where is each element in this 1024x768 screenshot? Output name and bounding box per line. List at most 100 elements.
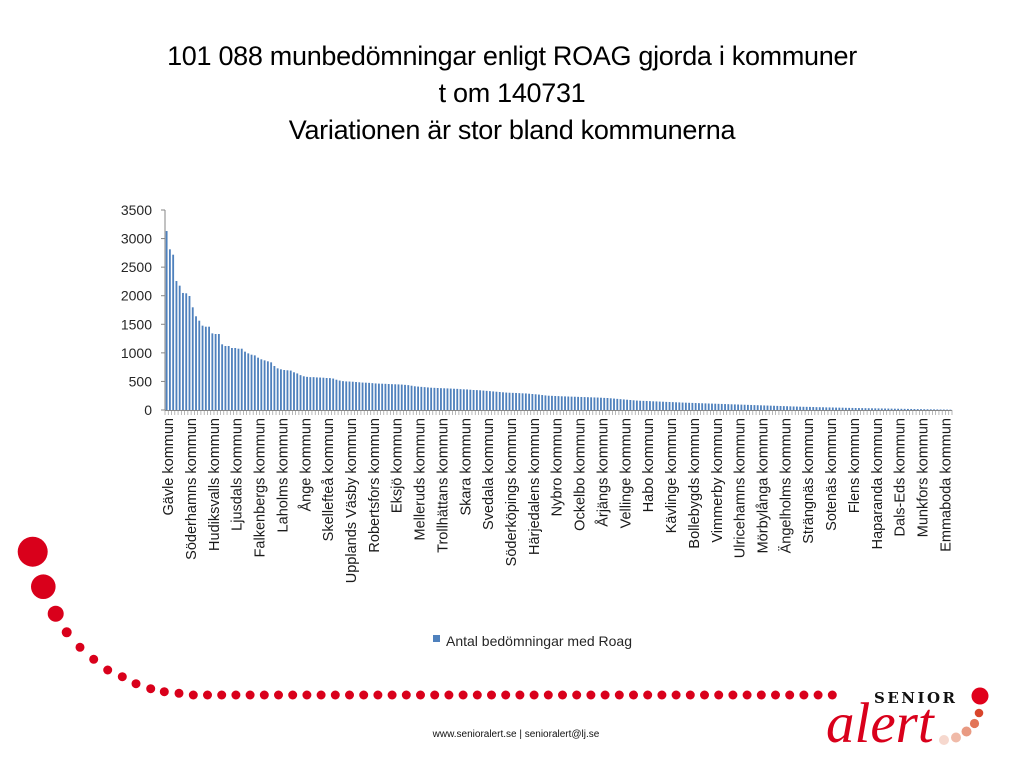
bar (675, 402, 677, 410)
bar (364, 382, 367, 410)
bar (211, 333, 214, 410)
bar (632, 400, 635, 410)
slide-title: 101 088 munbedömningar enligt ROAG gjord… (0, 38, 1024, 149)
bar (185, 293, 188, 410)
logo-fade-dot-icon (951, 732, 961, 743)
x-category-label: Dals-Eds kommun (893, 418, 909, 536)
bar (884, 408, 886, 410)
bar (319, 377, 322, 410)
x-category-label: Ängelholms kommun (777, 418, 794, 553)
bar (433, 387, 436, 410)
bar (498, 392, 501, 410)
bar (175, 281, 178, 410)
bar (413, 386, 416, 410)
bar (531, 394, 534, 410)
x-category-label: Vellinge kommun (618, 418, 634, 528)
bar (573, 396, 576, 410)
bar (227, 346, 230, 410)
x-category-label: Ulricehamns kommun (733, 418, 749, 558)
bar (606, 398, 609, 410)
bar (247, 353, 250, 410)
bar (315, 377, 318, 410)
bar (639, 400, 642, 410)
red-dot-icon (700, 690, 709, 700)
red-dot-icon (103, 665, 113, 675)
x-category-label: Sotenäs kommun (824, 418, 840, 531)
bar (818, 407, 821, 410)
bar (462, 389, 465, 410)
bar (766, 405, 769, 410)
bar (456, 388, 459, 410)
bar (773, 405, 775, 410)
red-dot-icon (657, 690, 667, 700)
bar (237, 348, 240, 410)
bar (479, 390, 482, 410)
bar (825, 407, 828, 410)
bar (645, 400, 648, 410)
bar (440, 388, 442, 410)
red-dot-icon (614, 690, 624, 700)
bar (495, 391, 498, 410)
bar (505, 392, 508, 410)
x-category-label: Skara kommun (458, 418, 474, 516)
bar (822, 407, 824, 410)
x-category-label: Mörbylånga kommun (755, 418, 771, 553)
bar (231, 348, 233, 410)
bar (897, 408, 900, 410)
red-dot-icon (629, 690, 638, 700)
bar (789, 406, 792, 410)
logo-fade-dot-icon (961, 726, 972, 737)
bar (812, 407, 815, 410)
bar (423, 387, 426, 410)
bar (776, 405, 779, 410)
bar (619, 399, 622, 410)
bar (724, 404, 726, 410)
bar (903, 408, 906, 410)
red-dot-icon (515, 690, 525, 700)
x-category-label: Haparanda kommun (870, 418, 886, 549)
x-category-label: Falkenbergs kommun (253, 418, 269, 557)
bar (266, 361, 269, 410)
red-dot-icon (159, 687, 169, 697)
bar (678, 402, 681, 410)
bar (306, 376, 308, 410)
bar (936, 409, 939, 410)
bar (629, 400, 632, 410)
red-dot-icon (245, 690, 255, 700)
bar (459, 389, 462, 410)
bar (600, 397, 602, 410)
bar (939, 409, 942, 410)
x-category-label: Robertsfors kommun (367, 418, 383, 553)
logo-fade-dot-icon (939, 735, 949, 745)
bar (335, 379, 338, 410)
bar (426, 387, 429, 410)
x-category-label: Gävle kommun (161, 418, 177, 516)
bar (867, 408, 870, 410)
x-category-label: Ljusdals kommun (230, 418, 246, 531)
bar (707, 403, 710, 410)
x-category-label: Habo kommun (641, 418, 657, 512)
red-dot-icon (131, 679, 141, 689)
red-dot-icon (274, 690, 283, 700)
bar (374, 383, 377, 410)
x-category-label: Munkfors kommun (915, 418, 931, 537)
bar (760, 405, 762, 410)
red-dot-icon (529, 690, 539, 700)
red-dot-icon (487, 690, 496, 700)
bar (769, 405, 772, 410)
bar (224, 346, 227, 410)
red-dot-icon (416, 690, 425, 700)
bar (671, 402, 674, 410)
bar (711, 403, 713, 410)
bar (234, 348, 237, 410)
bar (890, 408, 893, 410)
red-dot-icon (75, 642, 85, 652)
bar (191, 307, 194, 410)
red-dot-icon (259, 690, 269, 700)
bar (472, 390, 475, 410)
bar-chart: 0 500 1000 1500 2000 2500 3000 3500 Gävle kommu… (121, 202, 954, 649)
bar (848, 407, 851, 410)
red-dot-icon (17, 536, 48, 567)
bar (652, 401, 655, 410)
x-category-label: Årjängs kommun (594, 418, 611, 527)
